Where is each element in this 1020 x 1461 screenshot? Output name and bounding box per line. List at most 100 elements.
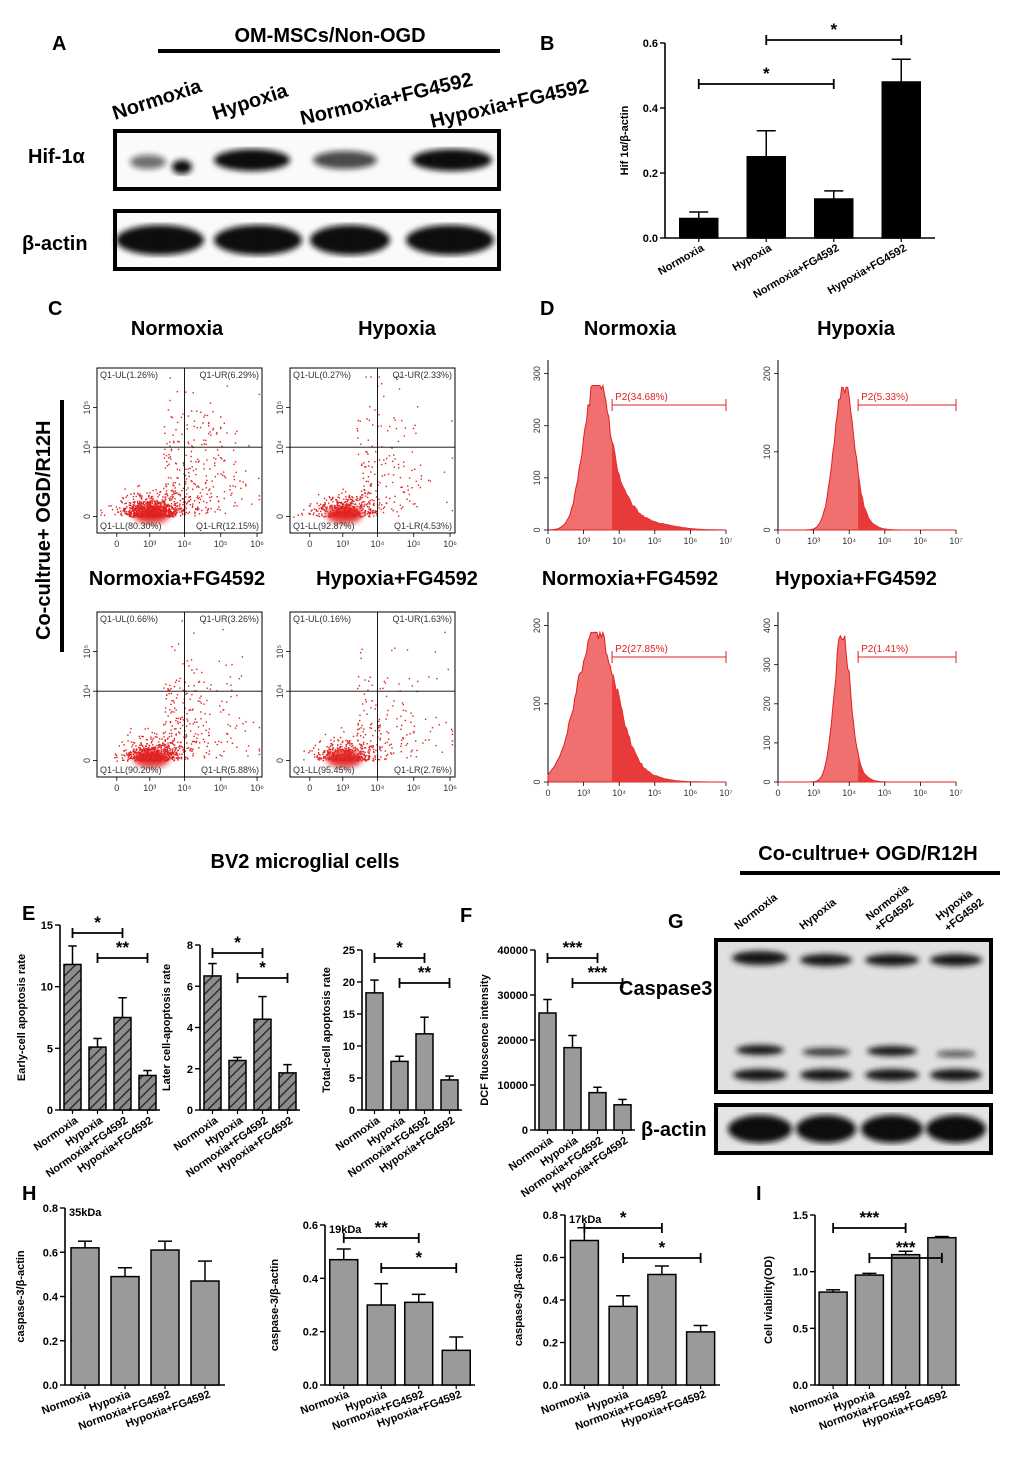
chart-h-35kda: 0.0 0.2 0.4 0.6 0.8 caspase-3/β-actin 35kDa Nor…	[15, 1203, 225, 1433]
significance-label: *	[659, 1238, 666, 1257]
x-tick-label: 10⁷	[949, 788, 962, 798]
panel-label-h: H	[22, 1183, 36, 1205]
g-lane-hypoxia-fg4592: Hypoxia +FG4592	[934, 887, 986, 934]
y-tick-label: 10	[343, 1041, 355, 1053]
significance-label: ***	[588, 963, 608, 982]
bar-H1-3	[190, 1280, 220, 1386]
y-tick-label: 15	[343, 1009, 355, 1021]
quadrant-lr: Q1-LR(2.76%)	[394, 765, 452, 775]
y-tick-label: 0.0	[303, 1380, 318, 1392]
significance-label: *	[620, 1208, 627, 1227]
dotplot-core	[133, 505, 170, 524]
y-tick-label: 0.6	[43, 1247, 58, 1259]
bar-F-3	[613, 1104, 632, 1131]
quadrant-ul: Q1-UL(0.16%)	[293, 614, 351, 624]
y-tick-label: 1.0	[793, 1267, 808, 1279]
panel-d-histograms: Normoxia P2(34.68%) 0 10³ 10⁴ 10⁵ 10⁶ 10⁷ 0 100 20…	[532, 318, 963, 798]
quadrant-ll: Q1-LL(90.20%)	[100, 765, 162, 775]
significance-label: *	[234, 933, 241, 952]
y-tick-label: 0.2	[543, 1338, 558, 1350]
y-tick-label: 10⁵	[275, 644, 285, 658]
bar-I-2	[890, 1253, 921, 1386]
histogram-curve	[778, 634, 956, 783]
x-tick-label: 10⁴	[612, 536, 626, 546]
y-axis-label: caspase-3/β-actin	[269, 1259, 281, 1352]
y-tick-label: 0.6	[543, 1253, 558, 1265]
dotplot-frame	[289, 367, 456, 534]
g-lane-normoxia-fg4592: Normoxia +FG4592	[864, 882, 916, 934]
western-blot-hif1a	[113, 129, 501, 191]
dotplot-title: Normoxia+FG4592	[89, 568, 265, 590]
histogram-title: Normoxia+FG4592	[542, 568, 718, 590]
bar-F-2	[588, 1091, 607, 1131]
y-tick-label: 20000	[497, 1035, 528, 1047]
y-tick-label: 0	[275, 758, 285, 763]
y-tick-label: 200	[532, 618, 542, 633]
quadrant-ll: Q1-LL(95.45%)	[293, 765, 355, 775]
x-tick-label: 10⁶	[443, 783, 457, 793]
bar-E1-1	[88, 1046, 107, 1111]
bar-H1-2	[150, 1249, 180, 1386]
y-tick-label: 0.2	[303, 1327, 318, 1339]
y-tick-label: 300	[762, 657, 772, 672]
dotplot-core	[326, 505, 363, 524]
x-tick-label: 0	[545, 536, 550, 546]
significance-label: *	[830, 20, 837, 39]
x-tick-label: 0	[114, 783, 119, 793]
x-tick-label: 10⁶	[914, 788, 928, 798]
bar-E3-1	[390, 1060, 409, 1111]
bar-E2-3	[278, 1072, 297, 1111]
panel-label-b: B	[540, 33, 554, 55]
blot-row-label-hif1a: Hif-1α	[28, 146, 85, 168]
x-tick-label: 10⁴	[842, 788, 856, 798]
x-tick-label: 10⁶	[914, 536, 928, 546]
y-tick-label: 0.0	[543, 1380, 558, 1392]
y-tick-label: 300	[532, 366, 542, 381]
quadrant-lr: Q1-LR(4.53%)	[394, 521, 452, 531]
y-tick-label: 10	[41, 982, 53, 994]
lane-label-normoxia: Normoxia	[110, 75, 205, 125]
y-tick-label: 200	[762, 696, 772, 711]
dotplot-core	[326, 749, 363, 768]
y-tick-label: 4	[187, 1023, 194, 1035]
quadrant-ul: Q1-UL(0.27%)	[293, 370, 351, 380]
histogram-2: Normoxia+FG4592 P2(27.85%) 0 10³ 10⁴ 10⁵ 10⁶ 10…	[532, 568, 733, 798]
x-tick-label: 10⁶	[684, 536, 698, 546]
bar-E1-3	[138, 1074, 157, 1111]
bar-B-2	[814, 198, 854, 239]
significance-label: **	[418, 963, 432, 982]
quadrant-lr: Q1-LR(5.88%)	[201, 765, 259, 775]
x-tick-label: 10³	[807, 788, 820, 798]
x-tick-label: 10³	[807, 536, 820, 546]
bar-E3-2	[415, 1033, 434, 1111]
western-blot-caspase3	[714, 938, 993, 1094]
y-tick-label: 0	[762, 779, 772, 784]
chart-f: 0 10000 20000 30000 40000 DCF fluoscence inte…	[479, 938, 635, 1200]
y-axis-label: Total-cell apoptosis rate	[321, 967, 333, 1093]
bar-F-1	[563, 1046, 582, 1131]
x-tick-label: 10³	[336, 783, 349, 793]
x-tick-label: 10⁶	[250, 783, 264, 793]
significance-label: **	[375, 1218, 389, 1237]
x-tick-label: 10³	[577, 536, 590, 546]
x-tick-label: 10⁶	[443, 539, 457, 549]
histogram-3: Hypoxia+FG4592 P2(1.41%) 0 10³ 10⁴ 10⁵ 10⁶ 10⁷ 0…	[762, 568, 963, 798]
panel-label-c: C	[48, 298, 62, 320]
bar-H3-2	[647, 1273, 677, 1386]
y-tick-label: 200	[532, 418, 542, 433]
x-tick-label: 10⁴	[371, 539, 385, 549]
bar-H3-3	[685, 1331, 716, 1386]
x-tick-label: 10⁵	[214, 539, 228, 549]
y-tick-label: 0	[762, 527, 772, 532]
significance-label: ***	[859, 1208, 879, 1227]
y-tick-label: 100	[532, 696, 542, 711]
x-tick-label: 10⁴	[842, 536, 856, 546]
quadrant-ll: Q1-LL(80.30%)	[100, 521, 162, 531]
x-tick-label: 10⁶	[684, 788, 698, 798]
y-tick-label: 10⁵	[82, 400, 92, 414]
coculture-side-label: Co-cultrue+ OGD/R12H	[33, 421, 55, 640]
bar-H2-2	[404, 1301, 434, 1386]
y-tick-label: 0	[82, 514, 92, 519]
bar-H1-1	[110, 1275, 140, 1386]
